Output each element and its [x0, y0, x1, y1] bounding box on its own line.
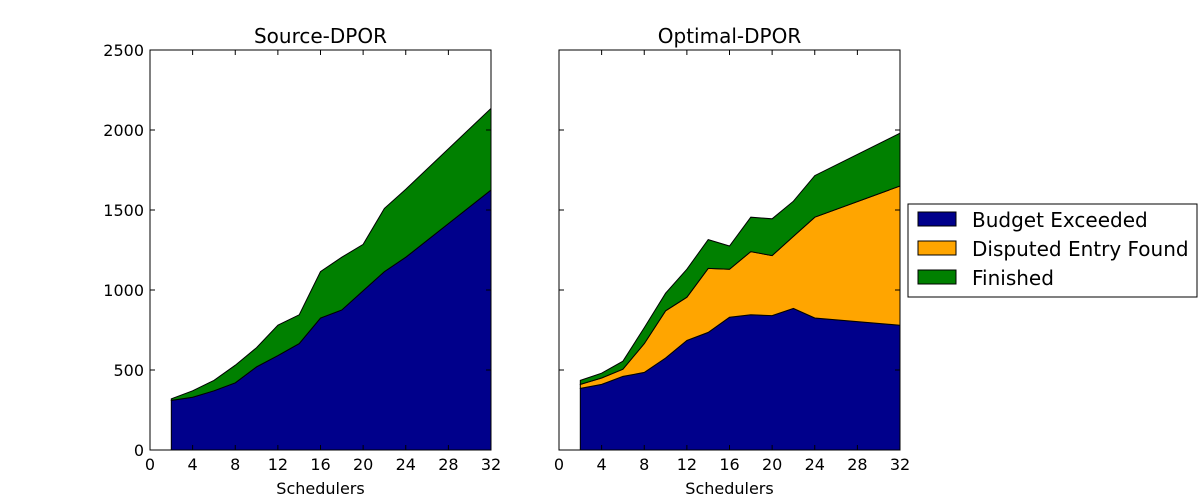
- plot-frame-optimal-dpor: [558, 49, 901, 451]
- x-tick-label: 4: [597, 455, 607, 474]
- chart-title-optimal-dpor: Optimal-DPOR: [658, 24, 802, 48]
- x-tick-label: 4: [188, 455, 198, 474]
- legend-swatch-finished: [917, 269, 957, 285]
- x-tick-label: 28: [438, 455, 458, 474]
- panel-source-dpor: 0 4 8 12 16 20 24 28 32 0 500 1000 1500 2000 2500 Sour…: [103, 24, 501, 498]
- x-tick-label: 16: [719, 455, 739, 474]
- y-tick-label: 1000: [103, 281, 144, 300]
- y-tick-label: 0: [134, 441, 144, 460]
- x-tick-label: 28: [847, 455, 867, 474]
- x-tick-label: 0: [145, 455, 155, 474]
- x-tick-label: 20: [353, 455, 373, 474]
- x-tick-label: 12: [268, 455, 288, 474]
- legend-swatch-disputed-entry-found: [917, 240, 957, 256]
- x-tick-label: 32: [890, 455, 910, 474]
- y-tick-label: 1500: [103, 201, 144, 220]
- plot-areas-optimal-dpor: [579, 132, 901, 451]
- y-tick-label: 2500: [103, 41, 144, 60]
- ticks-source-dpor: 0 4 8 12 16 20 24 28 32 0 500 1000 1500 2000 2500: [103, 41, 501, 474]
- legend-label-disputed-entry-found: Disputed Entry Found: [972, 237, 1189, 261]
- legend-label-finished: Finished: [972, 266, 1054, 290]
- y-tick-label: 2000: [103, 121, 144, 140]
- x-axis-label-optimal-dpor: Schedulers: [685, 479, 773, 498]
- x-tick-label: 16: [310, 455, 330, 474]
- legend: Budget Exceeded Disputed Entry Found Fin…: [907, 203, 1198, 298]
- x-tick-label: 24: [805, 455, 825, 474]
- x-axis-label-source-dpor: Schedulers: [276, 479, 364, 498]
- legend-swatch-budget-exceeded: [917, 211, 957, 227]
- x-tick-label: 0: [554, 455, 564, 474]
- x-tick-label: 8: [230, 455, 240, 474]
- x-tick-label: 24: [396, 455, 416, 474]
- legend-label-budget-exceeded: Budget Exceeded: [972, 208, 1148, 232]
- x-tick-label: 32: [481, 455, 501, 474]
- chart-title-source-dpor: Source-DPOR: [254, 24, 387, 48]
- plot-frame-source-dpor: [149, 49, 492, 451]
- y-tick-label: 500: [113, 361, 144, 380]
- x-tick-label: 20: [762, 455, 782, 474]
- panel-optimal-dpor: 0 4 8 12 16 20 24 28 32 Optimal-DPOR Schedulers: [554, 24, 910, 498]
- x-tick-label: 8: [639, 455, 649, 474]
- ticks-optimal-dpor: 0 4 8 12 16 20 24 28 32: [554, 49, 910, 474]
- x-tick-label: 12: [677, 455, 697, 474]
